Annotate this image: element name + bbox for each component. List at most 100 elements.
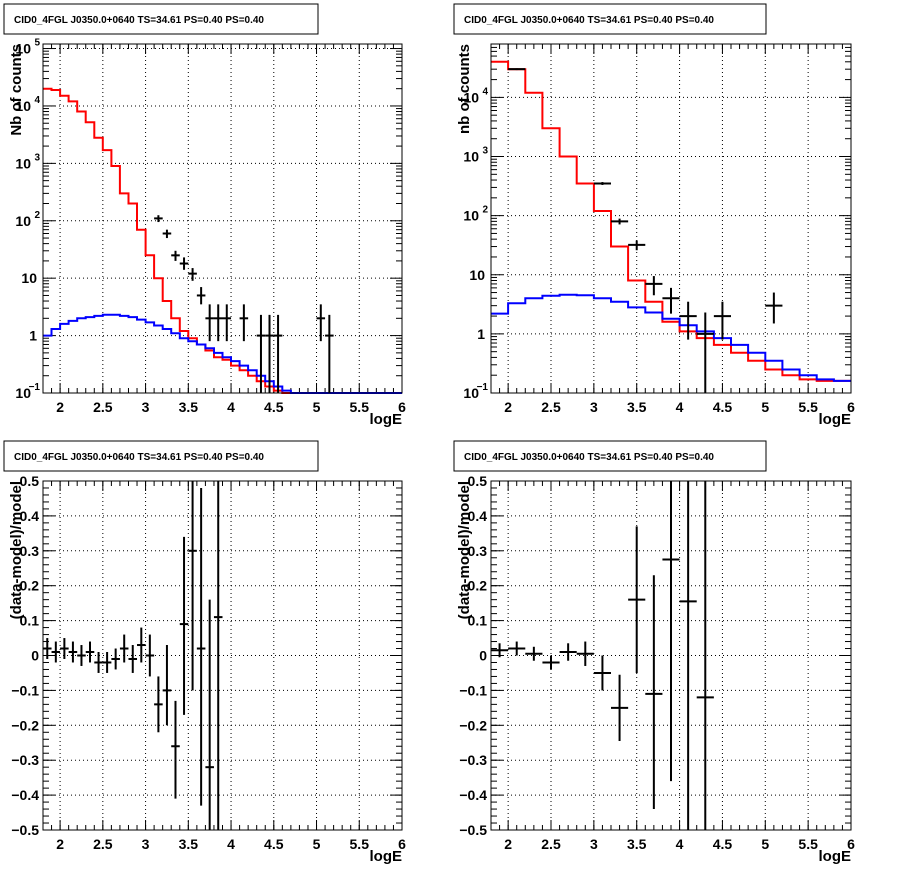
x-axis-label: logE	[819, 848, 852, 865]
plot-frame	[42, 43, 403, 394]
x-tick-label: 2	[504, 399, 512, 415]
data-point	[128, 645, 138, 673]
data-points	[43, 481, 223, 830]
x-tick-label: 5.5	[798, 836, 818, 852]
data-point	[713, 301, 731, 340]
x-tick-label: 4	[676, 399, 684, 415]
x-tick-label: 3.5	[627, 836, 647, 852]
x-tick-label: 3.5	[179, 836, 199, 852]
data-point	[628, 240, 646, 251]
grid	[43, 44, 402, 393]
data-points	[154, 215, 334, 393]
y-tick-label: −0.4	[11, 787, 39, 803]
chart-panel-2: CID0_4FGL J0350.0+0640 TS=34.61 PS=0.40 …	[453, 3, 855, 428]
y-tick-label: 0.4	[468, 508, 488, 524]
data-point	[593, 655, 611, 691]
y-tick-label: −0.2	[11, 717, 39, 733]
x-tick-label: 5.5	[350, 399, 370, 415]
chart-panel-4: CID0_4FGL J0350.0+0640 TS=34.61 PS=0.40 …	[453, 440, 855, 865]
y-tick-label: 1	[29, 328, 37, 344]
x-tick-label: 5.5	[350, 836, 370, 852]
y-tick-label: 0.5	[20, 473, 40, 489]
data-point	[645, 276, 663, 296]
y-tick-label: 0.2	[20, 578, 40, 594]
data-point	[60, 638, 69, 659]
data-point	[662, 481, 680, 782]
y-tick-label: 0.2	[468, 578, 488, 594]
chart-title: CID0_4FGL J0350.0+0640 TS=34.61 PS=0.40 …	[14, 452, 264, 463]
y-tick-exponent: 2	[482, 205, 488, 216]
grid	[491, 44, 851, 393]
data-point	[611, 218, 629, 225]
data-point	[593, 182, 611, 185]
y-tick-label: −0.5	[11, 822, 39, 838]
y-tick-label: 10	[463, 149, 479, 165]
y-tick-label: −0.3	[459, 752, 487, 768]
data-point	[205, 599, 214, 830]
data-point	[162, 229, 172, 239]
x-tick-label: 5	[761, 836, 769, 852]
y-axis-label: nb of counts	[456, 44, 473, 134]
data-point	[111, 648, 120, 670]
chart-title-box	[3, 440, 319, 472]
data-point	[273, 314, 283, 393]
y-tick-label: −0.3	[11, 752, 39, 768]
y-tick-exponent: 3	[482, 146, 488, 157]
x-tick-label: 3	[142, 399, 150, 415]
y-tick-label: 10	[15, 385, 31, 401]
y-axis-label: (data-model)/model	[8, 481, 25, 619]
y-tick-label: 10	[21, 270, 37, 286]
data-point	[325, 314, 334, 393]
y-tick-label: 0	[479, 648, 487, 664]
y-tick-label: −0.2	[459, 717, 487, 733]
data-point	[188, 481, 197, 691]
y-tick-label: 10	[15, 41, 31, 57]
y-tick-label: 0.3	[468, 543, 488, 559]
data-point	[645, 575, 663, 810]
chart-title: CID0_4FGL J0350.0+0640 TS=34.61 PS=0.40 …	[464, 452, 714, 463]
data-point	[77, 645, 86, 666]
x-tick-label: 4	[227, 836, 235, 852]
x-tick-label: 3	[590, 836, 598, 852]
x-tick-label: 4	[676, 836, 684, 852]
data-point	[171, 700, 180, 799]
y-tick-label: 10	[463, 208, 479, 224]
y-tick-exponent: 5	[34, 38, 40, 49]
data-point	[205, 304, 214, 342]
y-tick-label: 0.5	[468, 473, 488, 489]
y-tick-label: 10	[463, 89, 479, 105]
x-tick-label: 4.5	[264, 399, 284, 415]
x-tick-label: 4.5	[713, 399, 733, 415]
data-point	[179, 257, 189, 270]
chart-title: CID0_4FGL J0350.0+0640 TS=34.61 PS=0.40 …	[14, 15, 264, 26]
data-point	[162, 645, 172, 726]
data-point	[102, 652, 112, 673]
data-point	[662, 287, 680, 314]
data-point	[576, 641, 594, 666]
chart-title-box	[453, 440, 767, 472]
y-tick-label: 10	[15, 98, 31, 114]
y-tick-label: 0.4	[20, 508, 40, 524]
x-tick-label: 6	[398, 836, 406, 852]
x-tick-label: 3	[142, 836, 150, 852]
x-tick-label: 6	[398, 399, 406, 415]
data-point	[188, 268, 197, 281]
y-tick-label: 10	[15, 213, 31, 229]
data-point	[68, 641, 78, 663]
x-tick-label: 2.5	[93, 836, 113, 852]
x-tick-label: 5.5	[798, 399, 818, 415]
chart-title: CID0_4FGL J0350.0+0640 TS=34.61 PS=0.40 …	[464, 15, 714, 26]
data-point	[137, 627, 146, 663]
data-point	[265, 314, 274, 393]
data-point	[196, 487, 206, 806]
y-tick-label: 0.1	[20, 613, 40, 629]
chart-title-box	[453, 3, 767, 35]
data-point	[145, 634, 155, 677]
plot-frame	[490, 43, 852, 394]
data-point	[542, 655, 560, 670]
x-tick-label: 3	[590, 399, 598, 415]
total-model-step-line	[43, 87, 402, 394]
y-tick-label: 10	[15, 155, 31, 171]
data-point	[508, 641, 526, 656]
